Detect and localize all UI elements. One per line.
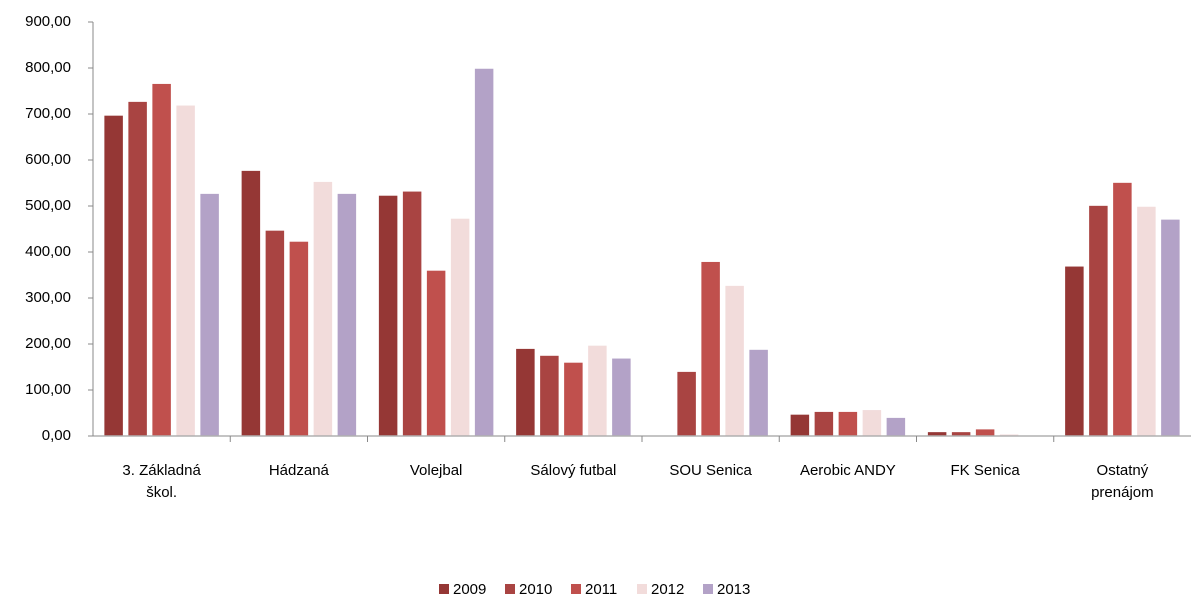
legend-label: 2011: [585, 581, 617, 598]
bar: [377, 194, 399, 437]
bar: [789, 413, 811, 437]
bar: [198, 192, 221, 437]
x-tick-label: Volejbal: [409, 462, 463, 479]
legend-label: 2013: [717, 581, 750, 598]
bar: [264, 229, 286, 437]
legend-swatch: [571, 584, 581, 594]
bar: [1159, 218, 1182, 437]
y-tick-label: 500,00: [25, 197, 71, 214]
bar: [102, 114, 125, 437]
bar: [240, 169, 262, 437]
bar: [837, 410, 859, 437]
x-tick-label: SOU Senica: [669, 462, 752, 479]
y-tick-label: 400,00: [25, 243, 71, 260]
bar: [813, 410, 835, 437]
bar: [1135, 205, 1158, 437]
bar: [926, 430, 948, 437]
x-tick-label: Ostatný prenájom: [1091, 462, 1154, 501]
bar: [675, 370, 698, 437]
bar: [312, 180, 334, 437]
bar: [425, 269, 447, 437]
bar: [723, 284, 746, 437]
y-tick-label: 300,00: [25, 289, 71, 306]
bar: [885, 416, 907, 437]
legend-swatch: [439, 584, 449, 594]
y-tick-label: 200,00: [25, 335, 71, 352]
legend-label: 2012: [651, 581, 684, 598]
y-tick-label: 0,00: [42, 427, 71, 444]
x-tick-label: FK Senica: [950, 462, 1020, 479]
bar: [861, 408, 883, 437]
bar: [699, 260, 722, 437]
y-tick-label: 100,00: [25, 381, 71, 398]
y-tick-label: 700,00: [25, 105, 71, 122]
bar: [336, 192, 358, 437]
bar: [150, 82, 173, 437]
y-tick-label: 800,00: [25, 59, 71, 76]
bar: [1063, 265, 1086, 437]
y-tick-label: 900,00: [25, 13, 71, 30]
bar: [1111, 181, 1134, 437]
bar: [562, 361, 585, 437]
x-tick-label: Sálový futbal: [530, 462, 617, 479]
bar: [586, 344, 609, 437]
legend-label: 2010: [519, 581, 552, 598]
bar: [473, 67, 495, 437]
bar: [288, 240, 310, 437]
x-tick-label: Hádzaná: [268, 462, 329, 479]
x-tick-label: Aerobic ANDY: [799, 462, 896, 479]
legend-swatch: [637, 584, 647, 594]
bar: [610, 357, 633, 437]
y-tick-label: 600,00: [25, 151, 71, 168]
bar: [126, 100, 149, 437]
bar: [1087, 204, 1110, 437]
legend-swatch: [703, 584, 713, 594]
bar: [401, 190, 423, 437]
bar: [747, 348, 770, 437]
bar: [974, 427, 996, 437]
bar: [174, 104, 197, 437]
bar: [449, 217, 471, 437]
legend-swatch: [505, 584, 515, 594]
legend-label: 2009: [453, 581, 486, 598]
bar: [950, 430, 972, 437]
bar: [538, 354, 561, 437]
bar: [514, 347, 537, 437]
x-tick-label: 3. Základná škol.: [122, 462, 201, 501]
